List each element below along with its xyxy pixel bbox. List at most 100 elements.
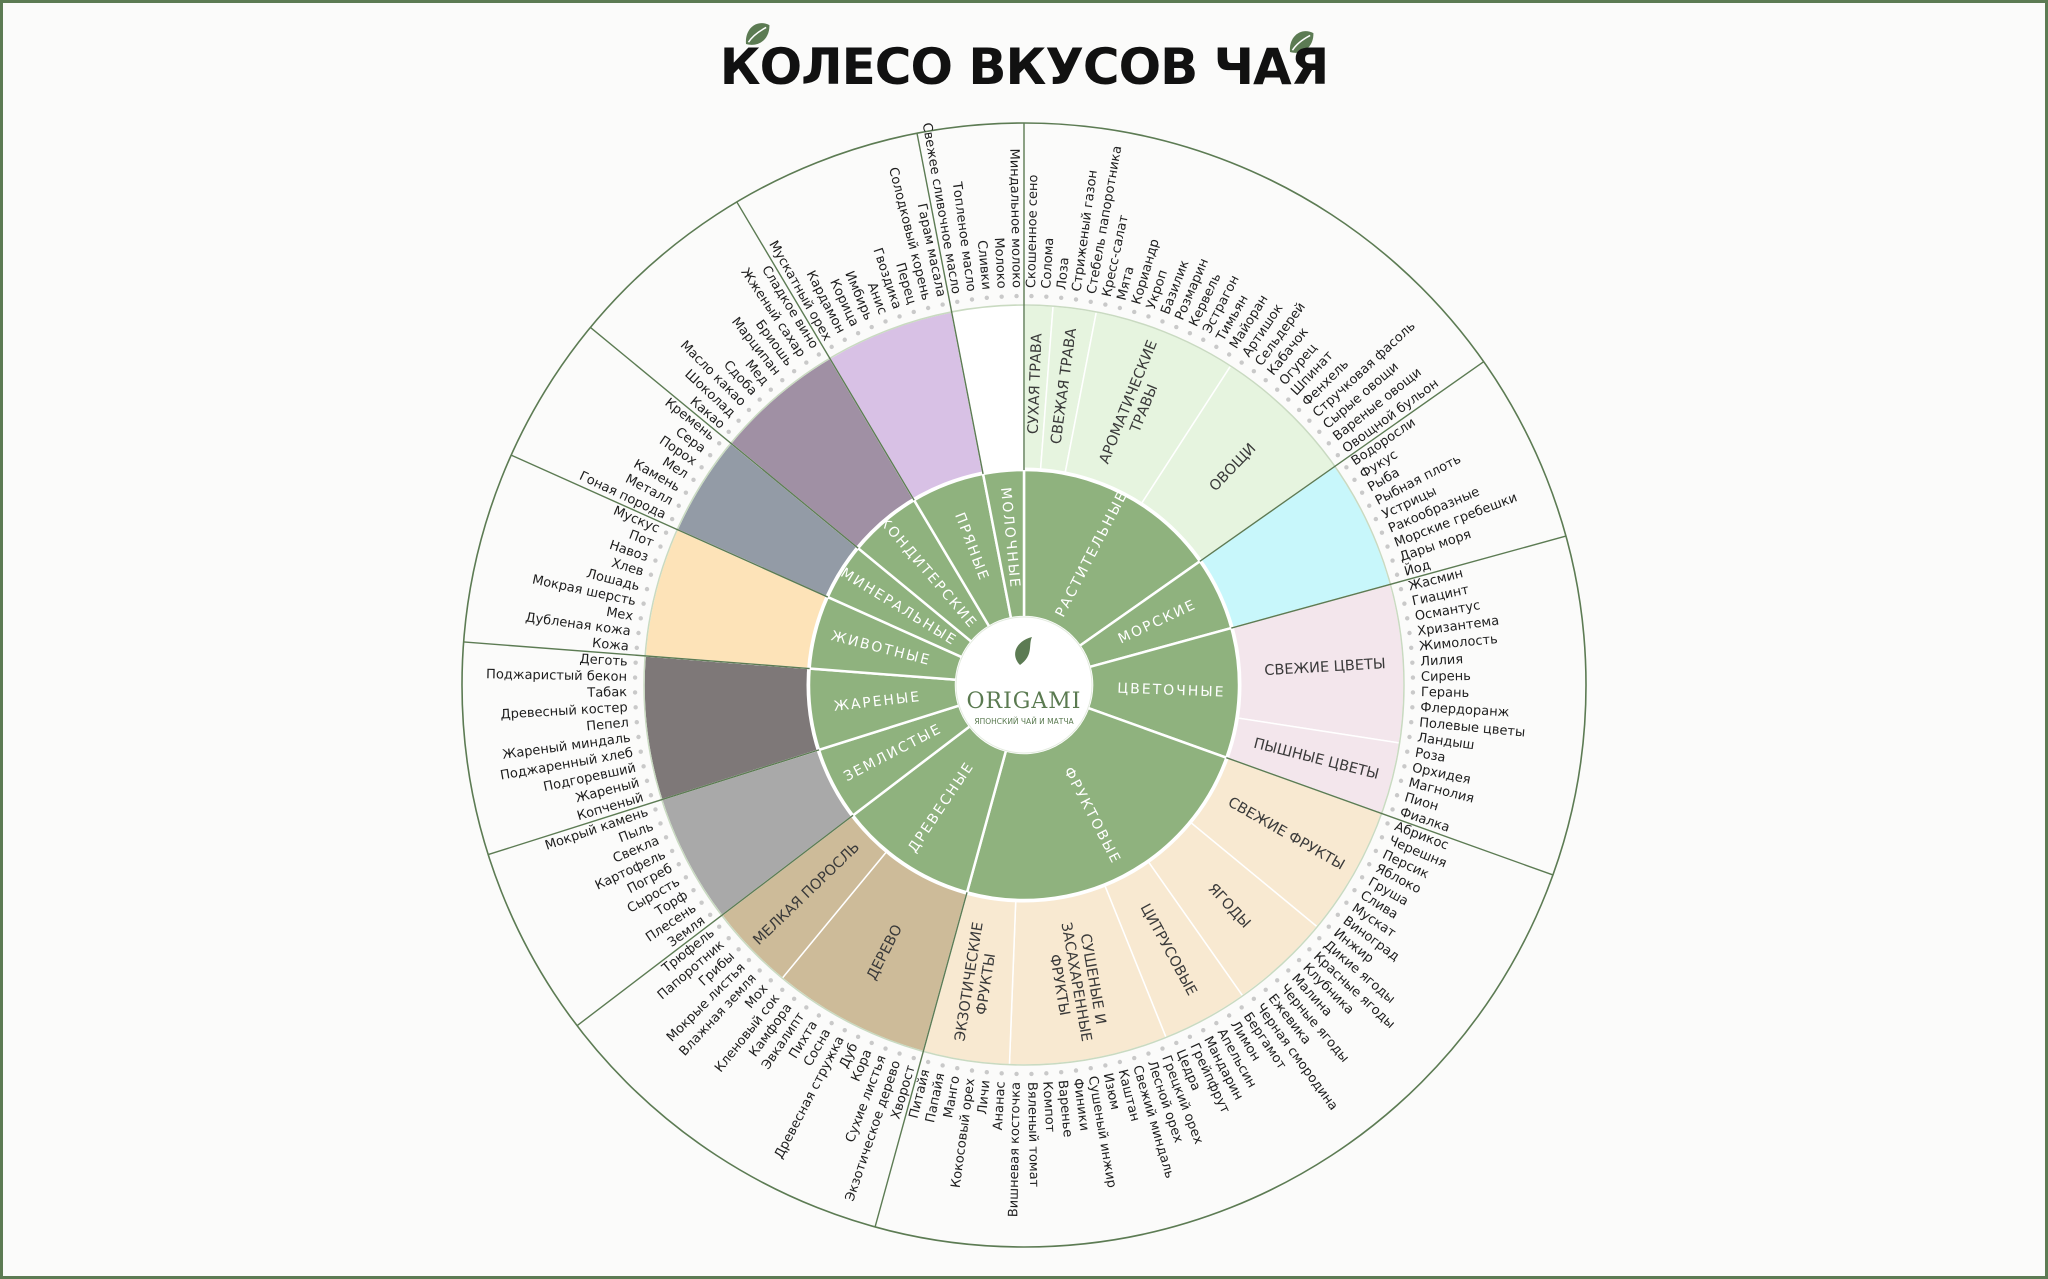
logo-leaf [1015, 637, 1032, 665]
note-dot [638, 616, 643, 621]
note-dot [897, 314, 902, 319]
note-dot [999, 1071, 1004, 1076]
note-dot [636, 734, 641, 740]
flavor-note: Древесный костер [500, 700, 628, 722]
note-dot [699, 900, 704, 905]
note-dot [644, 586, 650, 592]
category-divider [589, 326, 859, 549]
note-dot [1132, 1055, 1137, 1061]
note-dot [1326, 441, 1331, 446]
note-dot [969, 1068, 975, 1073]
note-dot [1410, 690, 1416, 695]
category-divider [1231, 535, 1567, 629]
note-dot [984, 1070, 989, 1075]
category-divider [576, 814, 854, 1027]
note-dot [897, 1051, 902, 1056]
note-dot [1367, 503, 1372, 508]
note-dot [1160, 1046, 1165, 1051]
flavor-note: Сирень [1421, 669, 1471, 685]
category-divider [1199, 361, 1485, 562]
note-dot [1296, 957, 1302, 963]
note-dot [804, 360, 809, 365]
logo-disc [955, 616, 1093, 754]
note-dot [1263, 987, 1268, 992]
note-dot [1239, 1005, 1244, 1010]
flavor-note: Вишневая косточка [1006, 1082, 1024, 1218]
note-dot [691, 887, 696, 893]
note-dot [653, 558, 658, 563]
category-label: ЦВЕТОЧНЫЕ [1117, 681, 1226, 701]
note-dot [768, 978, 773, 983]
note-dot [940, 1063, 945, 1068]
note-dot [1160, 319, 1165, 324]
note-dot [1410, 705, 1415, 710]
note-dot [699, 465, 704, 470]
note-dot [669, 848, 675, 854]
flavor-note: Финики [1070, 1077, 1092, 1131]
note-dot [955, 1066, 960, 1071]
note-dot [1379, 835, 1385, 840]
note-dot [955, 299, 960, 304]
note-dot [1059, 1070, 1064, 1075]
note-dot [1275, 387, 1280, 392]
note-dot [641, 764, 646, 769]
flavor-note: Йод [1402, 557, 1432, 580]
note-dot [1317, 936, 1322, 941]
note-dot [1385, 544, 1390, 549]
note-dot [925, 305, 931, 311]
note-dot [1174, 324, 1179, 330]
note-dot [676, 862, 681, 867]
note-dot [683, 875, 689, 880]
note-dot [669, 516, 675, 522]
note-dot [984, 295, 989, 300]
flavor-note: Кожа [591, 636, 629, 654]
note-dot [663, 835, 669, 840]
note-dot [1187, 1034, 1193, 1040]
note-dot [1044, 294, 1049, 299]
group-label-line: СУХАЯ ТРАВА [1026, 333, 1046, 435]
note-dot [969, 297, 975, 302]
note-dot [816, 1013, 822, 1018]
note-dot [1251, 368, 1257, 374]
note-dot [1335, 452, 1341, 458]
flavor-note: Миндальное молоко [1006, 148, 1024, 288]
note-dot [726, 429, 731, 434]
note-dot [1398, 586, 1404, 592]
note-dot [1359, 490, 1365, 495]
note-dot [1226, 352, 1232, 357]
flavor-note: Личи [975, 1079, 993, 1115]
note-dot [1335, 912, 1341, 918]
category-divider [874, 892, 968, 1228]
note-dot [641, 601, 646, 606]
note-dot [676, 503, 681, 508]
note-dot [1088, 299, 1093, 304]
note-dot [804, 1005, 809, 1010]
note-dot [1307, 418, 1312, 423]
logo-tagline: ЯПОНСКИЙ ЧАЙ И МАТЧА [974, 717, 1074, 726]
note-dot [1146, 1051, 1151, 1056]
note-dot [1379, 530, 1385, 535]
category-divider [510, 454, 829, 598]
flavor-note: Лилия [1420, 652, 1464, 669]
note-dot [1344, 900, 1349, 905]
note-dot [746, 407, 752, 413]
note-dot [757, 397, 762, 402]
note-dot [1201, 1028, 1206, 1033]
rings [461, 122, 1587, 1248]
note-dot [768, 387, 773, 392]
note-dot [1407, 630, 1412, 636]
note-dot [707, 912, 713, 918]
note-dot [842, 1028, 847, 1033]
note-dot [1187, 330, 1193, 336]
flavor-note: Сливки [974, 240, 994, 291]
flavor-note: Компот [1039, 1081, 1057, 1133]
note-dot [911, 1055, 916, 1061]
note-dot [1407, 734, 1412, 740]
note-dot [780, 987, 785, 992]
note-dot [632, 675, 638, 680]
note-dot [1373, 516, 1379, 522]
note-dot [911, 309, 916, 315]
note-dot [636, 630, 641, 636]
note-dot [648, 793, 654, 798]
